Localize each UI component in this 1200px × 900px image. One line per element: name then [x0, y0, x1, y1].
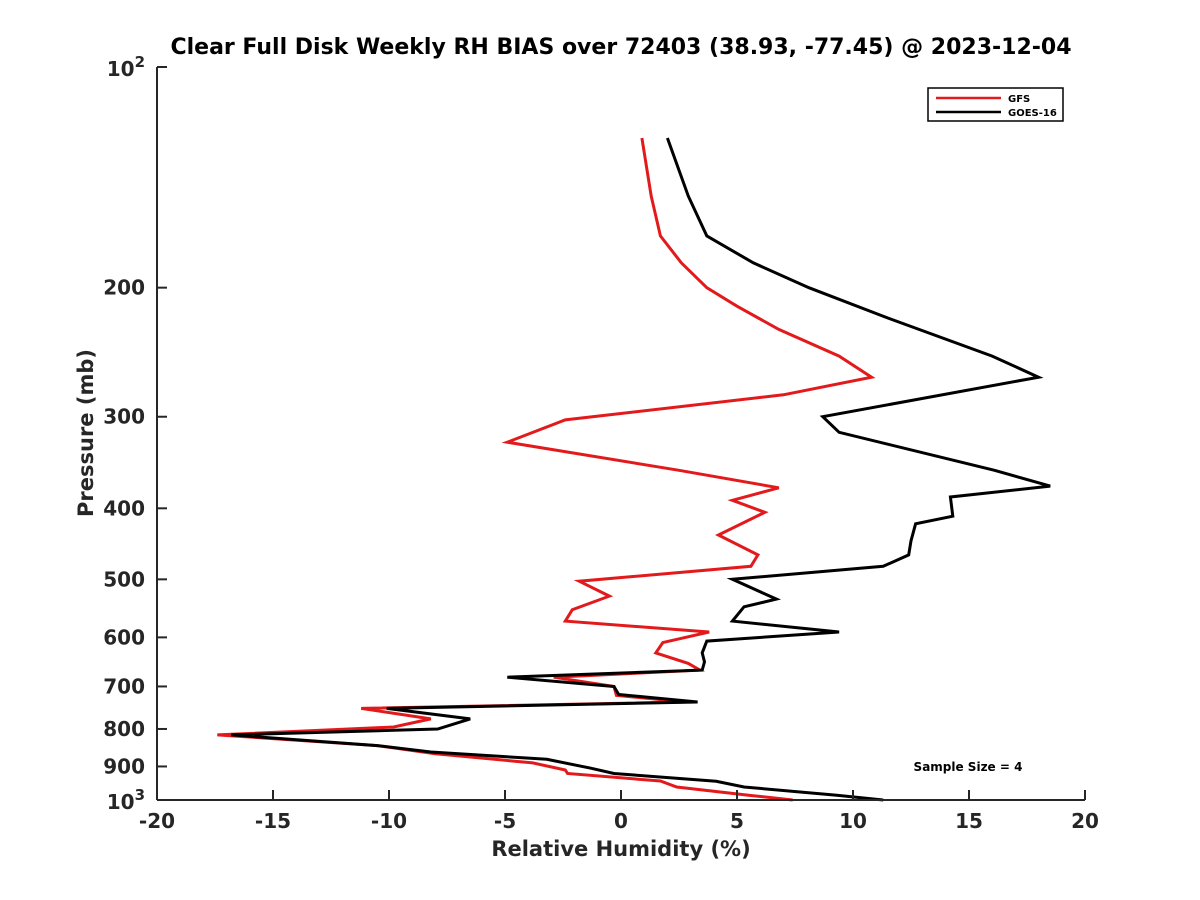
y-tick-label: 200 [103, 276, 145, 300]
plot-area: -20 -15 -10 -5 0 5 10 15 20 200 300 400 500 600 700 80… [103, 53, 1099, 833]
y-tick-label: 800 [103, 717, 145, 741]
y-decade-label: 103 [107, 786, 145, 814]
legend-box [927, 87, 1064, 122]
x-tick-label: -10 [371, 809, 407, 833]
chart-title: Clear Full Disk Weekly RH BIAS over 7240… [170, 35, 1071, 60]
y-tick-label: 400 [103, 496, 145, 520]
x-tick-label: -5 [494, 809, 516, 833]
y-tick-label: 700 [103, 674, 145, 698]
x-axis-ticks: -20 -15 -10 -5 0 5 10 15 20 [139, 790, 1099, 833]
x-tick-label: 20 [1071, 809, 1099, 833]
series-group [217, 137, 1051, 802]
series-line-goes-16 [231, 137, 1051, 802]
legend-label-goes-16: GOES-16 [1008, 108, 1057, 119]
x-tick-label: -15 [255, 809, 291, 833]
y-tick-label: 500 [103, 567, 145, 591]
x-tick-label: -20 [139, 809, 175, 833]
legend: GFS GOES-16 [927, 87, 1064, 122]
x-tick-label: 15 [955, 809, 983, 833]
y-tick-label: 300 [103, 405, 145, 429]
y-decade-label: 102 [107, 53, 145, 81]
x-tick-label: 5 [730, 809, 744, 833]
y-axis-ticks: 200 300 400 500 600 700 800 900 102 103 [103, 53, 167, 814]
x-tick-label: 0 [614, 809, 628, 833]
x-tick-label: 10 [839, 809, 867, 833]
sample-size-annotation: Sample Size = 4 [914, 760, 1023, 774]
y-tick-label: 900 [103, 754, 145, 778]
axes-background [157, 67, 1085, 800]
legend-label-gfs: GFS [1008, 94, 1030, 105]
y-axis-label: Pressure (mb) [74, 349, 98, 517]
x-axis-label: Relative Humidity (%) [491, 837, 750, 861]
y-tick-label: 600 [103, 625, 145, 649]
